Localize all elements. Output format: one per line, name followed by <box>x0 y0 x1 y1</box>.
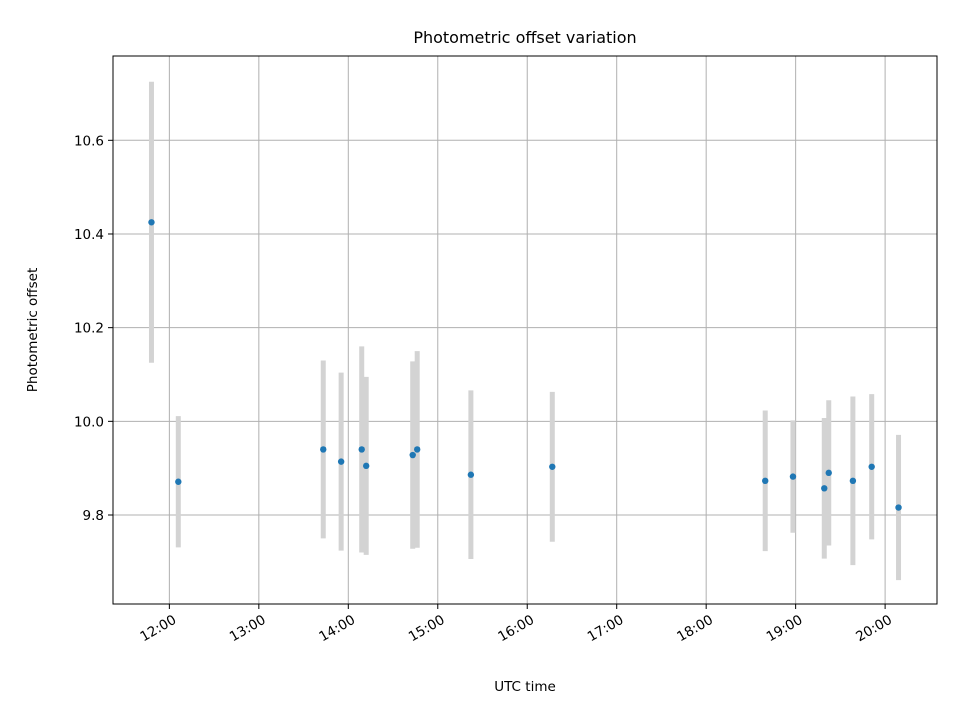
y-tick-label: 10.2 <box>74 321 104 337</box>
data-point <box>148 219 155 226</box>
chart-title: Photometric offset variation <box>413 28 636 47</box>
data-point <box>413 446 421 453</box>
y-tick-label: 10.4 <box>74 227 104 243</box>
data-point <box>821 485 828 492</box>
data-point <box>337 458 345 465</box>
data-point <box>762 477 769 485</box>
y-tick-label: 10.6 <box>74 133 104 149</box>
data-point <box>549 463 556 470</box>
data-point <box>868 463 875 470</box>
data-point <box>362 462 370 470</box>
data-point <box>467 471 475 478</box>
grid <box>113 56 937 604</box>
data-point <box>358 446 365 453</box>
data-point <box>825 469 832 477</box>
data-point <box>789 473 797 480</box>
data-point <box>409 451 416 459</box>
data-point <box>849 477 857 485</box>
data-point <box>895 504 902 511</box>
y-tick-label: 10.0 <box>74 414 104 430</box>
data-point <box>320 446 327 453</box>
x-axis-label: UTC time <box>494 679 556 695</box>
y-axis-label: Photometric offset <box>25 268 41 392</box>
y-tick-label: 9.8 <box>83 508 104 524</box>
data-point <box>175 478 182 485</box>
y-axis-ticks: 9.8 10.0 10.2 10.4 10.6 <box>74 133 113 524</box>
plot-frame <box>112 55 938 605</box>
data-points <box>148 219 902 511</box>
